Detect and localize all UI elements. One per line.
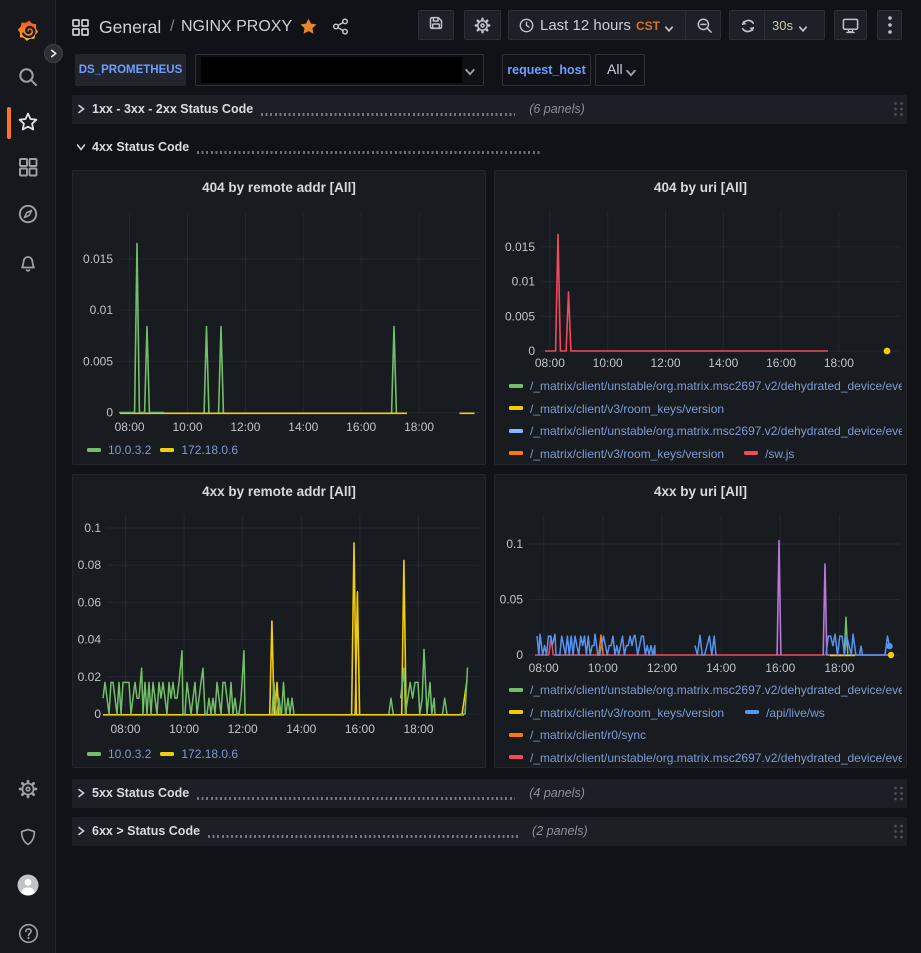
svg-text:18:00: 18:00 <box>824 661 854 675</box>
svg-text:0: 0 <box>516 648 523 662</box>
svg-text:16:00: 16:00 <box>765 661 795 675</box>
svg-text:14:00: 14:00 <box>708 356 738 370</box>
svg-text:0.005: 0.005 <box>83 354 113 368</box>
svg-text:0.08: 0.08 <box>78 558 102 572</box>
svg-text:08:00: 08:00 <box>529 661 559 675</box>
svg-text:18:00: 18:00 <box>824 356 854 370</box>
svg-text:0.1: 0.1 <box>84 521 101 535</box>
svg-text:16:00: 16:00 <box>345 722 375 736</box>
svg-text:08:00: 08:00 <box>535 356 565 370</box>
svg-text:0.01: 0.01 <box>512 275 536 289</box>
svg-text:12:00: 12:00 <box>230 420 260 434</box>
svg-text:14:00: 14:00 <box>288 420 318 434</box>
svg-text:0.1: 0.1 <box>506 537 523 551</box>
svg-text:08:00: 08:00 <box>115 420 145 434</box>
svg-text:0: 0 <box>94 707 101 721</box>
svg-text:12:00: 12:00 <box>647 661 677 675</box>
svg-text:10:00: 10:00 <box>172 420 202 434</box>
svg-text:10:00: 10:00 <box>593 356 623 370</box>
svg-text:0: 0 <box>106 406 113 420</box>
svg-text:16:00: 16:00 <box>766 356 796 370</box>
svg-text:14:00: 14:00 <box>286 722 316 736</box>
svg-text:12:00: 12:00 <box>228 722 258 736</box>
svg-text:0.015: 0.015 <box>505 240 535 254</box>
svg-text:0.04: 0.04 <box>78 633 102 647</box>
svg-text:0.005: 0.005 <box>505 309 535 323</box>
svg-text:12:00: 12:00 <box>650 356 680 370</box>
svg-text:0.06: 0.06 <box>78 595 102 609</box>
svg-text:08:00: 08:00 <box>110 722 140 736</box>
svg-text:0: 0 <box>528 344 535 358</box>
svg-text:0.05: 0.05 <box>500 593 524 607</box>
svg-text:0.015: 0.015 <box>83 252 113 266</box>
svg-text:16:00: 16:00 <box>346 420 376 434</box>
svg-text:0.02: 0.02 <box>78 670 102 684</box>
svg-text:18:00: 18:00 <box>404 420 434 434</box>
svg-text:18:00: 18:00 <box>403 722 433 736</box>
svg-text:10:00: 10:00 <box>588 661 618 675</box>
svg-text:14:00: 14:00 <box>706 661 736 675</box>
svg-text:10:00: 10:00 <box>169 722 199 736</box>
svg-text:0.01: 0.01 <box>90 303 114 317</box>
